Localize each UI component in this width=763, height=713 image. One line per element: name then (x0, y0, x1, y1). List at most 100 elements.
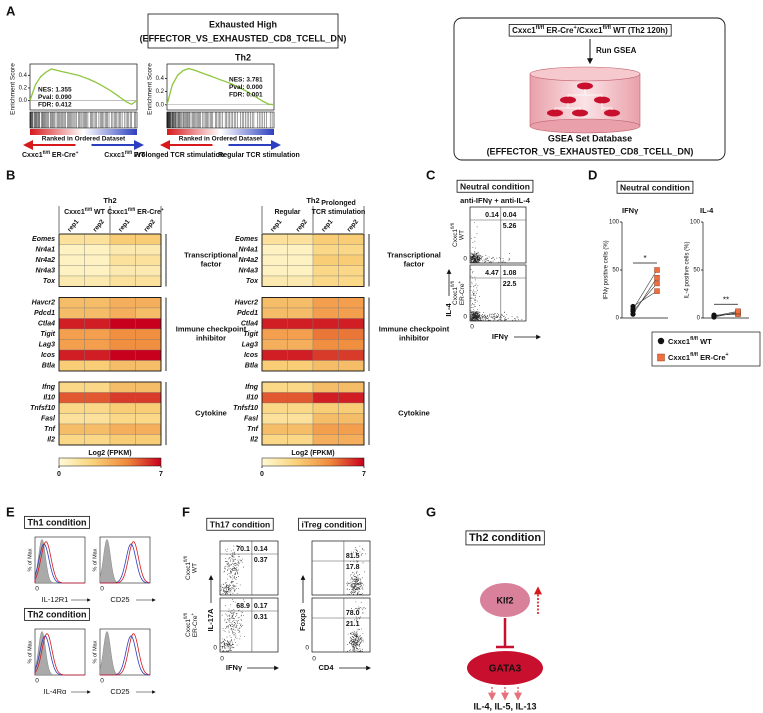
heatmap-cell (58, 328, 85, 340)
heatmap-cell (109, 339, 136, 351)
group-label-part: Cxxc1 (107, 209, 128, 216)
stat: Pval: 0.090 (38, 94, 72, 101)
heatmap-cell (287, 360, 314, 372)
heatmap-cell (287, 307, 314, 319)
gene-set (604, 109, 620, 117)
y-tick-label: 0.4 (156, 76, 165, 82)
heatmap-cell (109, 328, 136, 340)
row-label-part: + (190, 612, 195, 615)
column-label: rep2 (143, 218, 157, 233)
heatmap-cell (287, 233, 314, 245)
heatmap-cell (287, 339, 314, 351)
gene-set (560, 96, 576, 104)
stat: FDR: 0.001 (229, 92, 263, 99)
plot-title: IFNγ (622, 206, 639, 215)
heatmap-cell (338, 318, 365, 330)
gate-label-bg (252, 613, 269, 621)
flow-frame (311, 540, 371, 596)
gate-label-bg (344, 552, 361, 560)
point (654, 274, 660, 281)
y-tick-label: 50 (612, 268, 619, 274)
module-frame (58, 233, 162, 287)
label-box (508, 24, 672, 37)
colorbar-label: Log2 (FPKM) (291, 450, 334, 457)
barcode (166, 112, 273, 128)
plot-frame (29, 63, 138, 111)
heatmap-cell (84, 349, 111, 361)
row-label-part: Cxxc1 (185, 618, 192, 636)
heatmap-cell (135, 244, 162, 256)
label: iTreg condition (302, 519, 363, 529)
panel-label: E (6, 504, 15, 519)
y-axis-label: Enrichment Score (10, 63, 17, 115)
heatmap-cell (109, 318, 136, 330)
colorbar-tick-label: 7 (362, 471, 366, 478)
heatmap-cell (312, 307, 339, 319)
label: Th17 condition (210, 519, 270, 529)
gene-label: Ctla4 (241, 321, 258, 328)
column-label: rep2 (295, 218, 309, 233)
gate-label-bg (344, 563, 361, 571)
gate-label-bg (235, 602, 252, 610)
heatmap-cell (135, 318, 162, 330)
gene-label: Havcr2 (32, 300, 55, 307)
marker-label: IL-12R1 (42, 595, 69, 604)
gene-label: Nr4a3 (36, 268, 56, 275)
row-label: WT (192, 563, 199, 573)
heatmap-cell (109, 297, 136, 309)
significance: ** (723, 295, 729, 304)
heatmap-cell (312, 318, 339, 330)
gate-label-bg (252, 556, 269, 564)
gene-label: Fasl (41, 416, 56, 423)
gate-label-bg (235, 545, 252, 553)
heatmap-cell (58, 233, 85, 245)
gene-set (572, 109, 588, 117)
pair-line (632, 290, 658, 307)
axis-zero: 0 (220, 656, 224, 663)
heatmap-cell (84, 381, 111, 393)
heatmap-cell (135, 349, 162, 361)
panel-label: G (426, 504, 436, 519)
y-tick-label: 0.4 (19, 73, 28, 79)
colorbar (58, 457, 162, 467)
heatmap-cell (312, 381, 339, 393)
legend-label-part: WT (698, 337, 712, 346)
heatmap-cell (287, 349, 314, 361)
histogram (99, 538, 150, 584)
heatmap-cell (261, 434, 288, 446)
flow-events (470, 222, 510, 263)
heatmap-cell (312, 423, 339, 435)
flow-events (470, 269, 523, 321)
heatmap-cell (135, 233, 162, 245)
row-label: WT (459, 230, 466, 240)
heatmap-cell (338, 297, 365, 309)
heatmap-cell (84, 434, 111, 446)
tree (554, 89, 613, 110)
gate-percentage: 22.5 (503, 281, 517, 288)
heatmap-cell (135, 423, 162, 435)
y-tick-label: 0.2 (156, 89, 165, 95)
row-label-part: Cxxc1 (185, 561, 192, 579)
axis-zero: 0 (312, 656, 316, 663)
heatmap-cell (109, 307, 136, 319)
legend-marker (657, 353, 665, 362)
stat: Pval: 0.000 (229, 84, 263, 91)
group-label-part: fl/fl (128, 207, 136, 213)
gate-label-bg (484, 269, 500, 277)
group-label-part: fl/fl (85, 207, 93, 213)
gene-label: Lag3 (39, 342, 55, 349)
heatmap-cell (58, 423, 85, 435)
heatmap-cell (135, 434, 162, 446)
heatmap-cell (261, 318, 288, 330)
database-label: GSEA Set Database (548, 133, 632, 143)
group-label-part: Cxxc1 (64, 209, 85, 216)
heatmap-cell (84, 318, 111, 330)
panel-label: F (182, 504, 190, 519)
gate-label-bg (501, 280, 518, 288)
heatmap-cell (287, 297, 314, 309)
pair-line (632, 269, 658, 310)
marker-label: CD25 (110, 595, 129, 604)
heatmap-cell (58, 297, 85, 309)
gene-label: Tigit (40, 331, 55, 338)
heatmap-cell (312, 413, 339, 425)
